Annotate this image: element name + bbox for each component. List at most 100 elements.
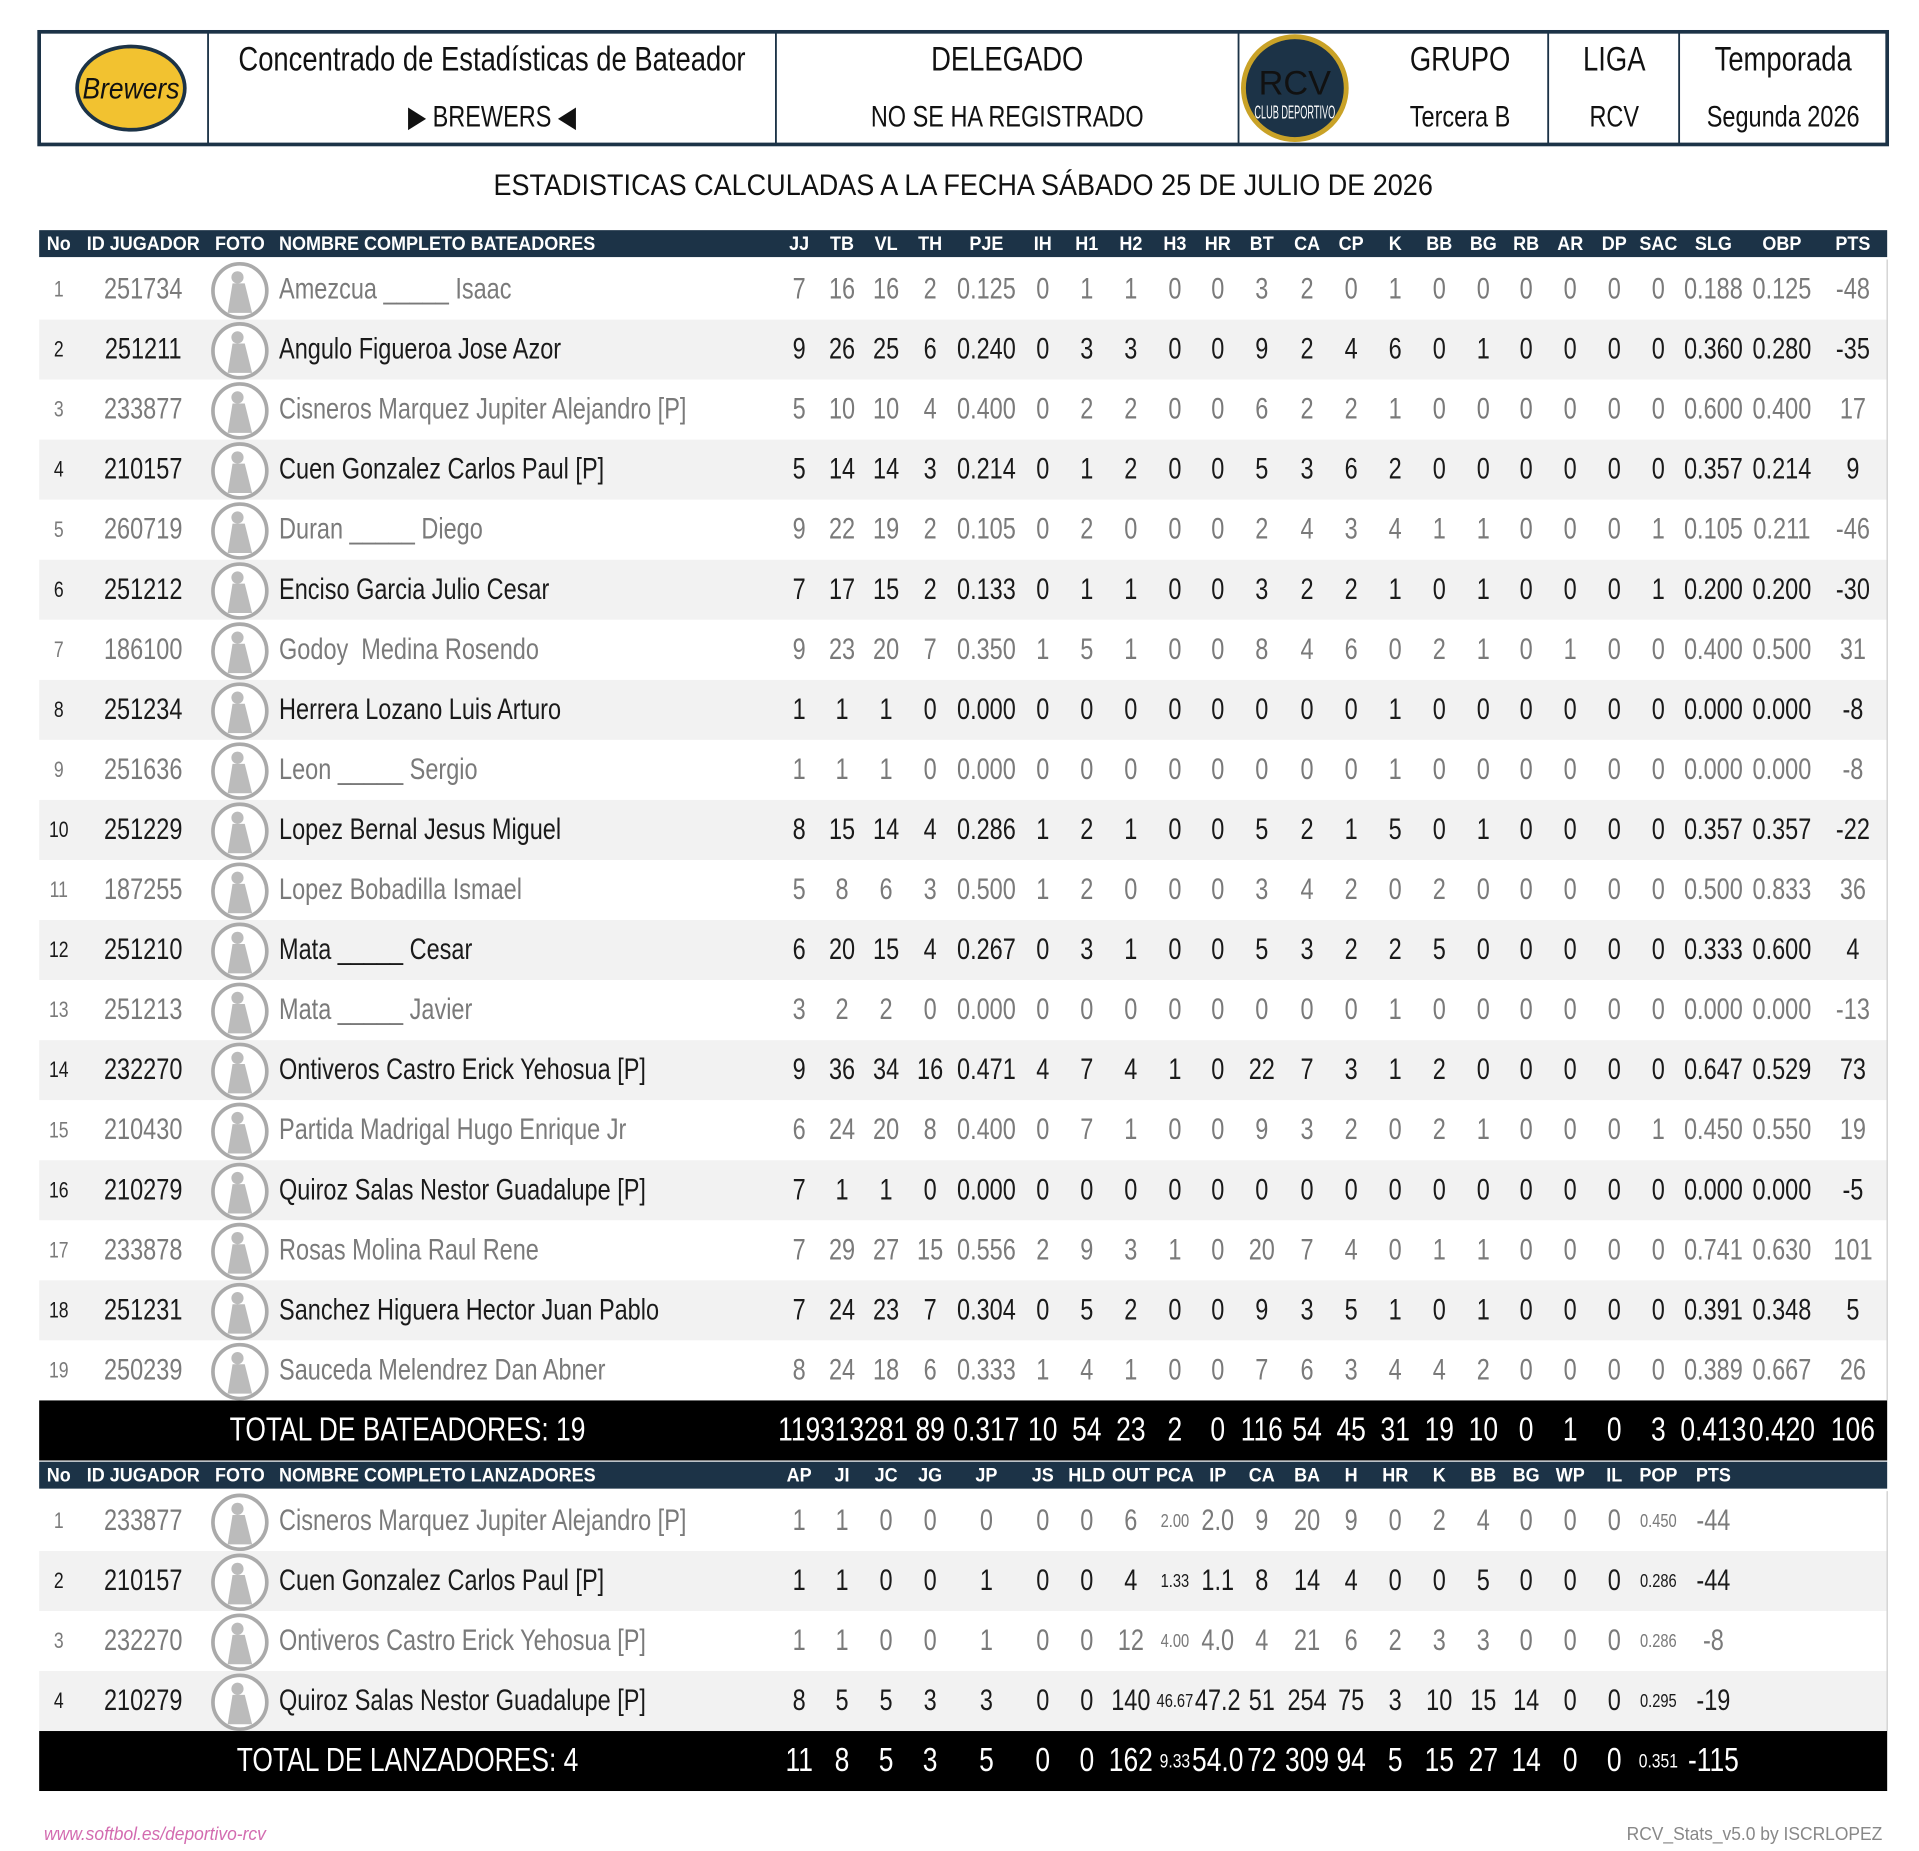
player-id: 210157 — [104, 1564, 182, 1597]
row-number: 6 — [54, 578, 64, 602]
table-row — [39, 1611, 1888, 1672]
stat-cell: 0 — [1433, 332, 1446, 365]
stat-cell: 0.450 — [1684, 1113, 1743, 1146]
column-header: CA — [1294, 232, 1320, 254]
stat-cell: 0 — [1520, 1233, 1533, 1266]
player-name: Cisneros Marquez Jupiter Alejandro [P] — [279, 392, 686, 425]
stat-cell: 1 — [1389, 392, 1402, 425]
stat-cell: 1 — [1477, 1293, 1490, 1326]
stat-cell: 0 — [1652, 272, 1665, 305]
stat-cell: 0.357 — [1684, 812, 1743, 845]
total-cell: 10 — [1028, 1412, 1057, 1448]
stat-cell: 0 — [1036, 452, 1049, 485]
stat-cell: 5 — [1080, 1293, 1093, 1326]
stat-cell: 0 — [1211, 752, 1224, 785]
rcv-logo-text: RCV — [1259, 65, 1331, 103]
stat-cell: 14 — [829, 452, 855, 485]
stat-cell: 0 — [1389, 1233, 1402, 1266]
stat-cell: 0 — [1652, 933, 1665, 966]
stat-cell: 0 — [1211, 1233, 1224, 1266]
stat-cell: 0 — [1433, 1293, 1446, 1326]
stat-cell: 0.360 — [1684, 332, 1743, 365]
table-row — [39, 1671, 1888, 1732]
stat-cell: 0.833 — [1753, 873, 1812, 906]
player-name: Sanchez Higuera Hector Juan Pablo — [279, 1293, 659, 1326]
stat-cell: 4 — [1345, 332, 1358, 365]
stat-cell: 1 — [1080, 572, 1093, 605]
stat-cell: 0 — [1211, 1113, 1224, 1146]
stat-cell: 0 — [1036, 692, 1049, 725]
stat-cell: 0 — [1389, 1564, 1402, 1597]
stat-cell: 0 — [1036, 752, 1049, 785]
stat-cell: 0 — [1520, 272, 1533, 305]
stat-cell: 0 — [1080, 1173, 1093, 1206]
stat-cell: 0 — [1564, 1173, 1577, 1206]
total-label: TOTAL DE BATEADORES: 19 — [230, 1412, 586, 1448]
stat-cell: 0 — [1301, 752, 1314, 785]
stat-cell: 0 — [1168, 1173, 1181, 1206]
table-row — [39, 1491, 1888, 1552]
stat-cell: 0 — [1211, 1353, 1224, 1386]
stat-cell: 5 — [1255, 933, 1268, 966]
stat-cell: 0 — [1520, 873, 1533, 906]
stat-cell: 0 — [1168, 692, 1181, 725]
stat-cell: 0.400 — [957, 1113, 1016, 1146]
stat-cell: 46.67 — [1157, 1691, 1194, 1712]
stat-cell: 1 — [1389, 572, 1402, 605]
stat-cell: 3 — [793, 993, 806, 1026]
table-row — [39, 499, 1888, 560]
player-name: Sauceda Melendrez Dan Abner — [279, 1353, 606, 1386]
player-id: 210430 — [104, 1113, 182, 1146]
stat-cell: 0 — [924, 1173, 937, 1206]
stat-cell: 7 — [793, 272, 806, 305]
stat-cell: 18 — [873, 1353, 899, 1386]
stat-cell: 5 — [1345, 1293, 1358, 1326]
stat-cell: 0.357 — [1684, 452, 1743, 485]
stat-cell: 15 — [873, 572, 899, 605]
column-header: JS — [1032, 1464, 1054, 1486]
stat-cell: 0.333 — [957, 1353, 1016, 1386]
player-silhouette — [227, 1502, 253, 1545]
stat-cell: 4 — [924, 812, 937, 845]
stat-cell: 0.500 — [1684, 873, 1743, 906]
stat-cell: 0 — [1080, 1564, 1093, 1597]
stat-cell: 3 — [1301, 1113, 1314, 1146]
stat-cell: 0.350 — [957, 632, 1016, 665]
stat-cell: 0 — [1608, 1624, 1621, 1657]
stat-cell: 0 — [880, 1564, 893, 1597]
stat-cell: 1 — [1036, 812, 1049, 845]
total-cell: 11 — [785, 1742, 812, 1778]
total-row — [39, 1731, 1888, 1792]
column-header: JJ — [789, 232, 809, 254]
stat-cell: 1 — [1345, 812, 1358, 845]
stat-cell: 2 — [1433, 1113, 1446, 1146]
stat-cell: 1 — [1433, 512, 1446, 545]
stat-cell: 0 — [1520, 933, 1533, 966]
stat-cell: 3 — [1301, 933, 1314, 966]
stat-cell: 0 — [1168, 1353, 1181, 1386]
stat-cell: 75 — [1338, 1684, 1364, 1717]
stat-cell: 1 — [880, 752, 893, 785]
stat-cell: 1 — [793, 692, 806, 725]
stat-cell: 9 — [793, 632, 806, 665]
row-number: 11 — [50, 878, 68, 902]
stat-cell: 1 — [1124, 272, 1137, 305]
column-header-bar — [39, 1461, 1888, 1489]
stat-cell: 0.600 — [1684, 392, 1743, 425]
stat-cell: -30 — [1836, 572, 1870, 605]
stat-cell: 15 — [917, 1233, 943, 1266]
stat-cell: 1 — [1080, 452, 1093, 485]
player-id: 260719 — [104, 512, 182, 545]
stat-cell: 29 — [829, 1233, 855, 1266]
stat-cell: 2 — [1124, 452, 1137, 485]
stat-cell: 0 — [1608, 332, 1621, 365]
total-cell: 8 — [835, 1742, 850, 1778]
stat-cell: -44 — [1696, 1504, 1730, 1537]
stat-cell: 0 — [1520, 1504, 1533, 1537]
row-number: 10 — [49, 818, 69, 842]
column-header: JC — [875, 1464, 898, 1486]
stat-cell: 36 — [829, 1053, 855, 1086]
stat-cell: 9 — [793, 1053, 806, 1086]
stat-cell: 0 — [1433, 993, 1446, 1026]
total-cell: 3 — [923, 1742, 938, 1778]
